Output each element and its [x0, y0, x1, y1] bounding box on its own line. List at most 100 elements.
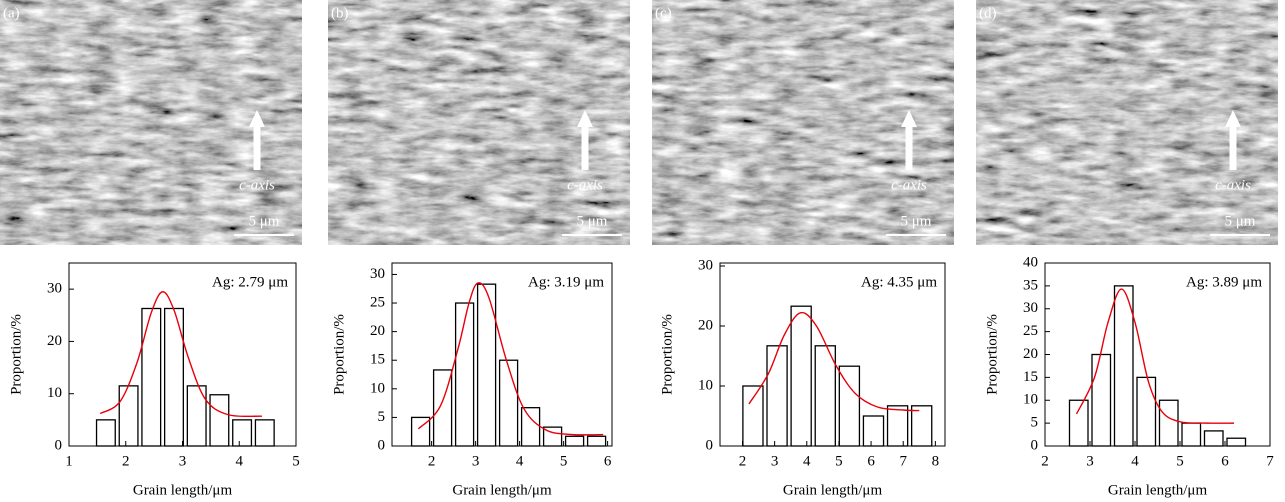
y-tick-label: 10 [698, 377, 713, 393]
y-tick-label: 10 [370, 380, 385, 396]
scale-label: 5 μm [901, 213, 932, 229]
y-tick-label: 40 [1023, 254, 1038, 270]
bar [1226, 437, 1247, 447]
bar [862, 415, 885, 447]
x-tick-label: 5 [1176, 453, 1184, 469]
bar [232, 419, 253, 447]
annotation: Ag: 4.35 μm [861, 274, 937, 290]
axis-label: c-axis [1215, 177, 1251, 193]
annotation: Ag: 3.89 μm [1186, 274, 1262, 290]
y-tick-label: 0 [378, 437, 386, 453]
panel-label: (d) [979, 5, 997, 21]
bar [742, 385, 764, 447]
x-tick-label: 5 [560, 453, 568, 469]
y-tick-label: 5 [1031, 415, 1039, 431]
bar [1181, 422, 1202, 447]
y-tick-label: 0 [706, 437, 714, 453]
fit-curve [99, 291, 262, 418]
y-axis-label: Proportion/% [8, 314, 24, 395]
x-tick-label: 7 [899, 453, 907, 469]
panel-label: (b) [331, 5, 349, 21]
x-tick-label: 6 [1221, 453, 1229, 469]
x-tick-label: 5 [292, 453, 300, 469]
x-axis-label: Grain length/μm [452, 482, 552, 498]
y-tick-label: 20 [1023, 346, 1038, 362]
x-tick-label: 2 [428, 453, 436, 469]
arrow-head [1225, 110, 1241, 127]
x-axis-label: Grain length/μm [133, 482, 233, 498]
y-tick-label: 0 [1031, 437, 1039, 453]
y-tick-label: 25 [1023, 323, 1038, 339]
scale-label: 5 μm [249, 213, 280, 229]
arrow-head [577, 110, 593, 127]
bar [118, 385, 139, 447]
bar [95, 419, 116, 447]
y-tick-label: 15 [1023, 369, 1038, 385]
y-tick-label: 20 [370, 323, 385, 339]
plot-frame [68, 262, 297, 447]
y-tick-label: 30 [47, 281, 62, 297]
bar [564, 435, 585, 447]
axis-label: c-axis [567, 177, 603, 193]
bar [520, 407, 541, 447]
plot-frame [391, 262, 613, 447]
x-tick-label: 3 [1086, 453, 1094, 469]
x-tick-label: 5 [835, 453, 843, 469]
annotation: Ag: 3.19 μm [528, 274, 604, 290]
x-tick-label: 3 [472, 453, 480, 469]
bar [886, 405, 909, 447]
fit-curve [1075, 288, 1235, 424]
y-tick-label: 10 [47, 385, 62, 401]
bar [838, 365, 861, 447]
y-axis-label: Proportion/% [984, 314, 1000, 395]
panel-label: (a) [3, 5, 20, 21]
x-tick-label: 8 [932, 453, 940, 469]
x-tick-label: 2 [1041, 453, 1049, 469]
y-tick-label: 25 [370, 294, 385, 310]
arrow-head [249, 110, 265, 127]
x-tick-label: 3 [771, 453, 779, 469]
scale-label: 5 μm [1225, 213, 1256, 229]
bar [1136, 376, 1157, 447]
bar [209, 394, 230, 447]
y-axis-label: Proportion/% [331, 314, 347, 395]
bar [1203, 430, 1224, 447]
bar [814, 345, 836, 447]
bar [1113, 285, 1134, 447]
x-axis-label: Grain length/μm [1108, 482, 1208, 498]
bar [790, 305, 812, 447]
x-tick-label: 3 [179, 453, 187, 469]
bar [454, 302, 475, 447]
y-tick-label: 0 [55, 437, 63, 453]
y-tick-label: 30 [1023, 300, 1038, 316]
scale-label: 5 μm [577, 213, 608, 229]
arrow-head [901, 110, 917, 127]
fit-curve [748, 311, 920, 412]
plot-frame [719, 262, 946, 447]
bar [254, 419, 275, 447]
fit-curve [417, 282, 604, 436]
x-tick-label: 4 [516, 453, 524, 469]
x-tick-label: 7 [1266, 453, 1274, 469]
x-tick-label: 4 [1131, 453, 1139, 469]
bar [498, 359, 519, 447]
plot-frame [1044, 262, 1271, 447]
bar [586, 435, 607, 447]
axis-label: c-axis [239, 177, 275, 193]
y-tick-label: 20 [47, 333, 62, 349]
x-tick-label: 6 [867, 453, 875, 469]
panel-label: (c) [655, 5, 672, 21]
bar [766, 345, 788, 447]
bar [1158, 399, 1179, 447]
y-tick-label: 20 [698, 317, 713, 333]
bar [1091, 353, 1112, 447]
y-axis-label: Proportion/% [659, 314, 675, 395]
x-tick-label: 2 [739, 453, 747, 469]
y-tick-label: 30 [370, 266, 385, 282]
bar [1068, 399, 1089, 447]
x-tick-label: 1 [65, 453, 73, 469]
x-axis-label: Grain length/μm [783, 482, 883, 498]
annotation: Ag: 2.79 μm [212, 274, 288, 290]
bar [910, 405, 933, 447]
